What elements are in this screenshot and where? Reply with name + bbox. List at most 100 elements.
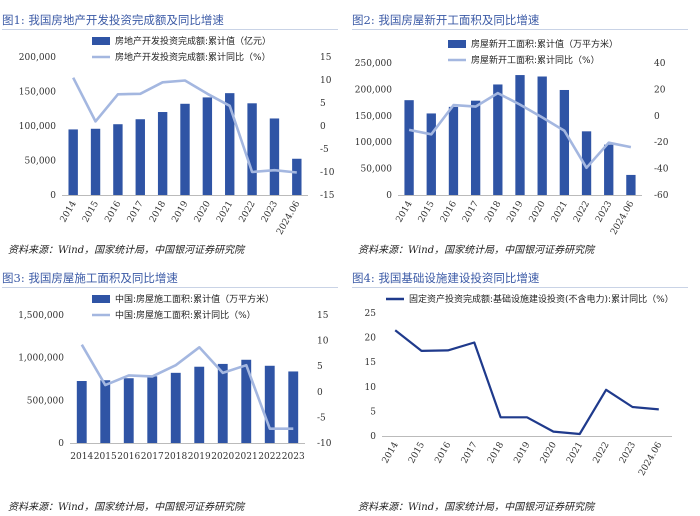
chart-2-x-tick: 2019 xyxy=(505,199,525,224)
chart-3-x-tick: 2016 xyxy=(117,452,140,462)
chart-1-x-tick: 2021 xyxy=(215,200,235,225)
chart-1-bar xyxy=(225,93,235,195)
chart-4-x-tick: 2024.06 xyxy=(637,440,664,477)
chart-1-bar xyxy=(113,124,123,195)
chart-4-left-tick: 10 xyxy=(365,383,377,393)
chart-4-x-tick: 2015 xyxy=(407,440,427,465)
chart-2-left-tick: 50,000 xyxy=(361,165,393,175)
chart-3-right-tick: 10 xyxy=(317,337,329,347)
chart-2-left-tick: 100,000 xyxy=(355,138,392,148)
chart-1-x-tick: 2022 xyxy=(238,200,258,225)
chart-4-x-tick: 2017 xyxy=(460,440,480,465)
chart-3-x-tick: 2019 xyxy=(188,452,211,462)
chart-1-legend-bar-swatch xyxy=(92,37,110,45)
chart-1-bar xyxy=(202,97,213,195)
chart-2-bar xyxy=(537,76,547,195)
chart-3-x-tick: 2018 xyxy=(164,452,187,462)
chart-2-line-series xyxy=(408,91,632,170)
chart-1-title-bar: 图1: 我国房地产开发投资完成额及同比增速 xyxy=(2,9,338,30)
chart-1-legend-bar-label: 房地产开发投资完成额:累计值（亿元） xyxy=(115,35,271,47)
chart-1-x-tick: 2017 xyxy=(126,199,146,224)
chart-3-left-tick: 0 xyxy=(58,439,64,449)
chart-1-x-tick: 2019 xyxy=(170,199,190,224)
chart-1-left-tick: 100,000 xyxy=(19,122,56,132)
chart-1-bar xyxy=(135,119,145,195)
chart-1-right-tick: 10 xyxy=(320,76,332,86)
chart-1-bar xyxy=(247,103,257,195)
chart-2-bar xyxy=(515,75,525,195)
chart-1-x-tick: 2016 xyxy=(103,199,123,224)
chart-2-x-tick: 2023 xyxy=(594,199,614,224)
chart-3-bar xyxy=(170,372,181,443)
chart-4-x-tick: 2014 xyxy=(381,440,401,465)
chart-1-x-tick: 2023 xyxy=(260,199,280,224)
chart-2-title-bar: 图2: 我国房屋新开工面积及同比增速 xyxy=(352,9,688,30)
chart-4-x-tick: 2021 xyxy=(565,441,585,466)
chart-1-right-tick: -15 xyxy=(320,191,335,201)
chart-4-left-tick: 20 xyxy=(365,334,377,344)
chart-4-left-tick: 0 xyxy=(370,432,376,442)
chart-2-right-tick: -60 xyxy=(654,191,669,201)
panel-4: 图4: 我国基础设施建设投资同比增速 0 5 10 15 20 25 2014 2015 201… xyxy=(350,258,700,516)
chart-3-source: 资料来源：Wind，国家统计局，中国银河证券研究院 xyxy=(8,502,245,513)
chart-2-right-tick: -40 xyxy=(654,165,669,175)
chart-2-x-tick: 2015 xyxy=(417,199,437,224)
chart-1-bar xyxy=(180,103,190,195)
chart-3-x-tick: 2014 xyxy=(70,452,93,462)
chart-2-legend-line-label: 房屋新开工面积:累计同比（%） xyxy=(471,54,600,66)
chart-3-bar xyxy=(123,378,134,443)
chart-4-x-tick: 2022 xyxy=(592,441,612,466)
chart-1-left-tick: 0 xyxy=(50,191,56,201)
chart-4-title: 图4: 我国基础设施建设投资同比增速 xyxy=(352,271,540,285)
chart-4-legend-line-label: 固定资产投资完成额:基础设施建设投资(不含电力):累计同比（%） xyxy=(409,293,674,305)
chart-3-bar xyxy=(241,359,252,443)
chart-2-left-tick: 200,000 xyxy=(355,85,392,95)
chart-2-legend-bar-swatch xyxy=(448,40,466,48)
chart-2-left-tick: 150,000 xyxy=(355,112,392,122)
chart-1-right-tick: 15 xyxy=(320,53,332,63)
chart-2-right-tick: 40 xyxy=(654,59,666,69)
chart-2-x-tick: 2017 xyxy=(461,199,481,224)
chart-3-left-tick: 1,000,000 xyxy=(18,354,64,364)
chart-1-x-tick: 2018 xyxy=(148,199,168,224)
chart-2-bar xyxy=(604,144,614,195)
chart-2-left-tick: 0 xyxy=(386,191,392,201)
chart-1-bar xyxy=(157,112,168,195)
chart-3-line-series xyxy=(80,344,294,430)
chart-3-right-tick: -10 xyxy=(317,439,332,449)
chart-3-legend-bar-label: 中国:房屋施工面积:累计值（万平方米） xyxy=(115,293,274,305)
chart-3-x-tick: 2023 xyxy=(282,452,305,462)
chart-3-bar xyxy=(217,363,228,443)
chart-1-bar xyxy=(269,118,280,195)
chart-3-legend-line-label: 中国:房屋施工面积:累计同比（%） xyxy=(115,309,256,321)
chart-3-x-tick: 2015 xyxy=(94,452,117,462)
chart-3-x-tick: 2017 xyxy=(141,452,164,462)
chart-3-bar xyxy=(194,366,205,443)
chart-2-left-tick: 250,000 xyxy=(355,59,392,69)
chart-2-x-tick: 2021 xyxy=(550,200,570,225)
chart-1-legend-line-label: 房地产开发投资完成额:累计同比（%） xyxy=(115,51,271,63)
chart-4-x-tick: 2016 xyxy=(433,440,453,465)
chart-1-left-tick: 150,000 xyxy=(19,88,56,98)
chart-3-right-tick: 15 xyxy=(317,311,329,321)
chart-4-title-bar: 图4: 我国基础设施建设投资同比增速 xyxy=(352,267,688,288)
chart-1-left-tick: 50,000 xyxy=(25,157,57,167)
chart-4-x-tick: 2020 xyxy=(539,440,559,465)
chart-3-title: 图3: 我国房屋施工面积及同比增速 xyxy=(2,271,178,285)
chart-2-right-tick: 0 xyxy=(654,112,660,122)
chart-4-x-tick: 2019 xyxy=(512,440,532,465)
chart-2-title: 图2: 我国房屋新开工面积及同比增速 xyxy=(352,13,540,27)
chart-2-bar xyxy=(426,113,436,195)
chart-2-plot: 0 50,000 100,000 150,000 200,000 250,000 -60 -4… xyxy=(355,38,669,237)
chart-3-x-tick: 2022 xyxy=(258,452,281,462)
chart-1-left-tick: 200,000 xyxy=(19,53,56,63)
chart-4-left-tick: 5 xyxy=(370,407,376,417)
chart-1-bar xyxy=(292,158,302,195)
chart-2-source: 资料来源：Wind，国家统计局，中国银河证券研究院 xyxy=(358,245,595,256)
chart-3-title-bar: 图3: 我国房屋施工面积及同比增速 xyxy=(2,267,338,288)
chart-1-x-tick: 2014 xyxy=(59,199,79,224)
chart-3-bar xyxy=(76,381,87,443)
chart-2-bar xyxy=(470,100,481,195)
chart-2-x-tick: 2016 xyxy=(439,199,459,224)
chart-4-left-tick: 25 xyxy=(365,309,377,319)
